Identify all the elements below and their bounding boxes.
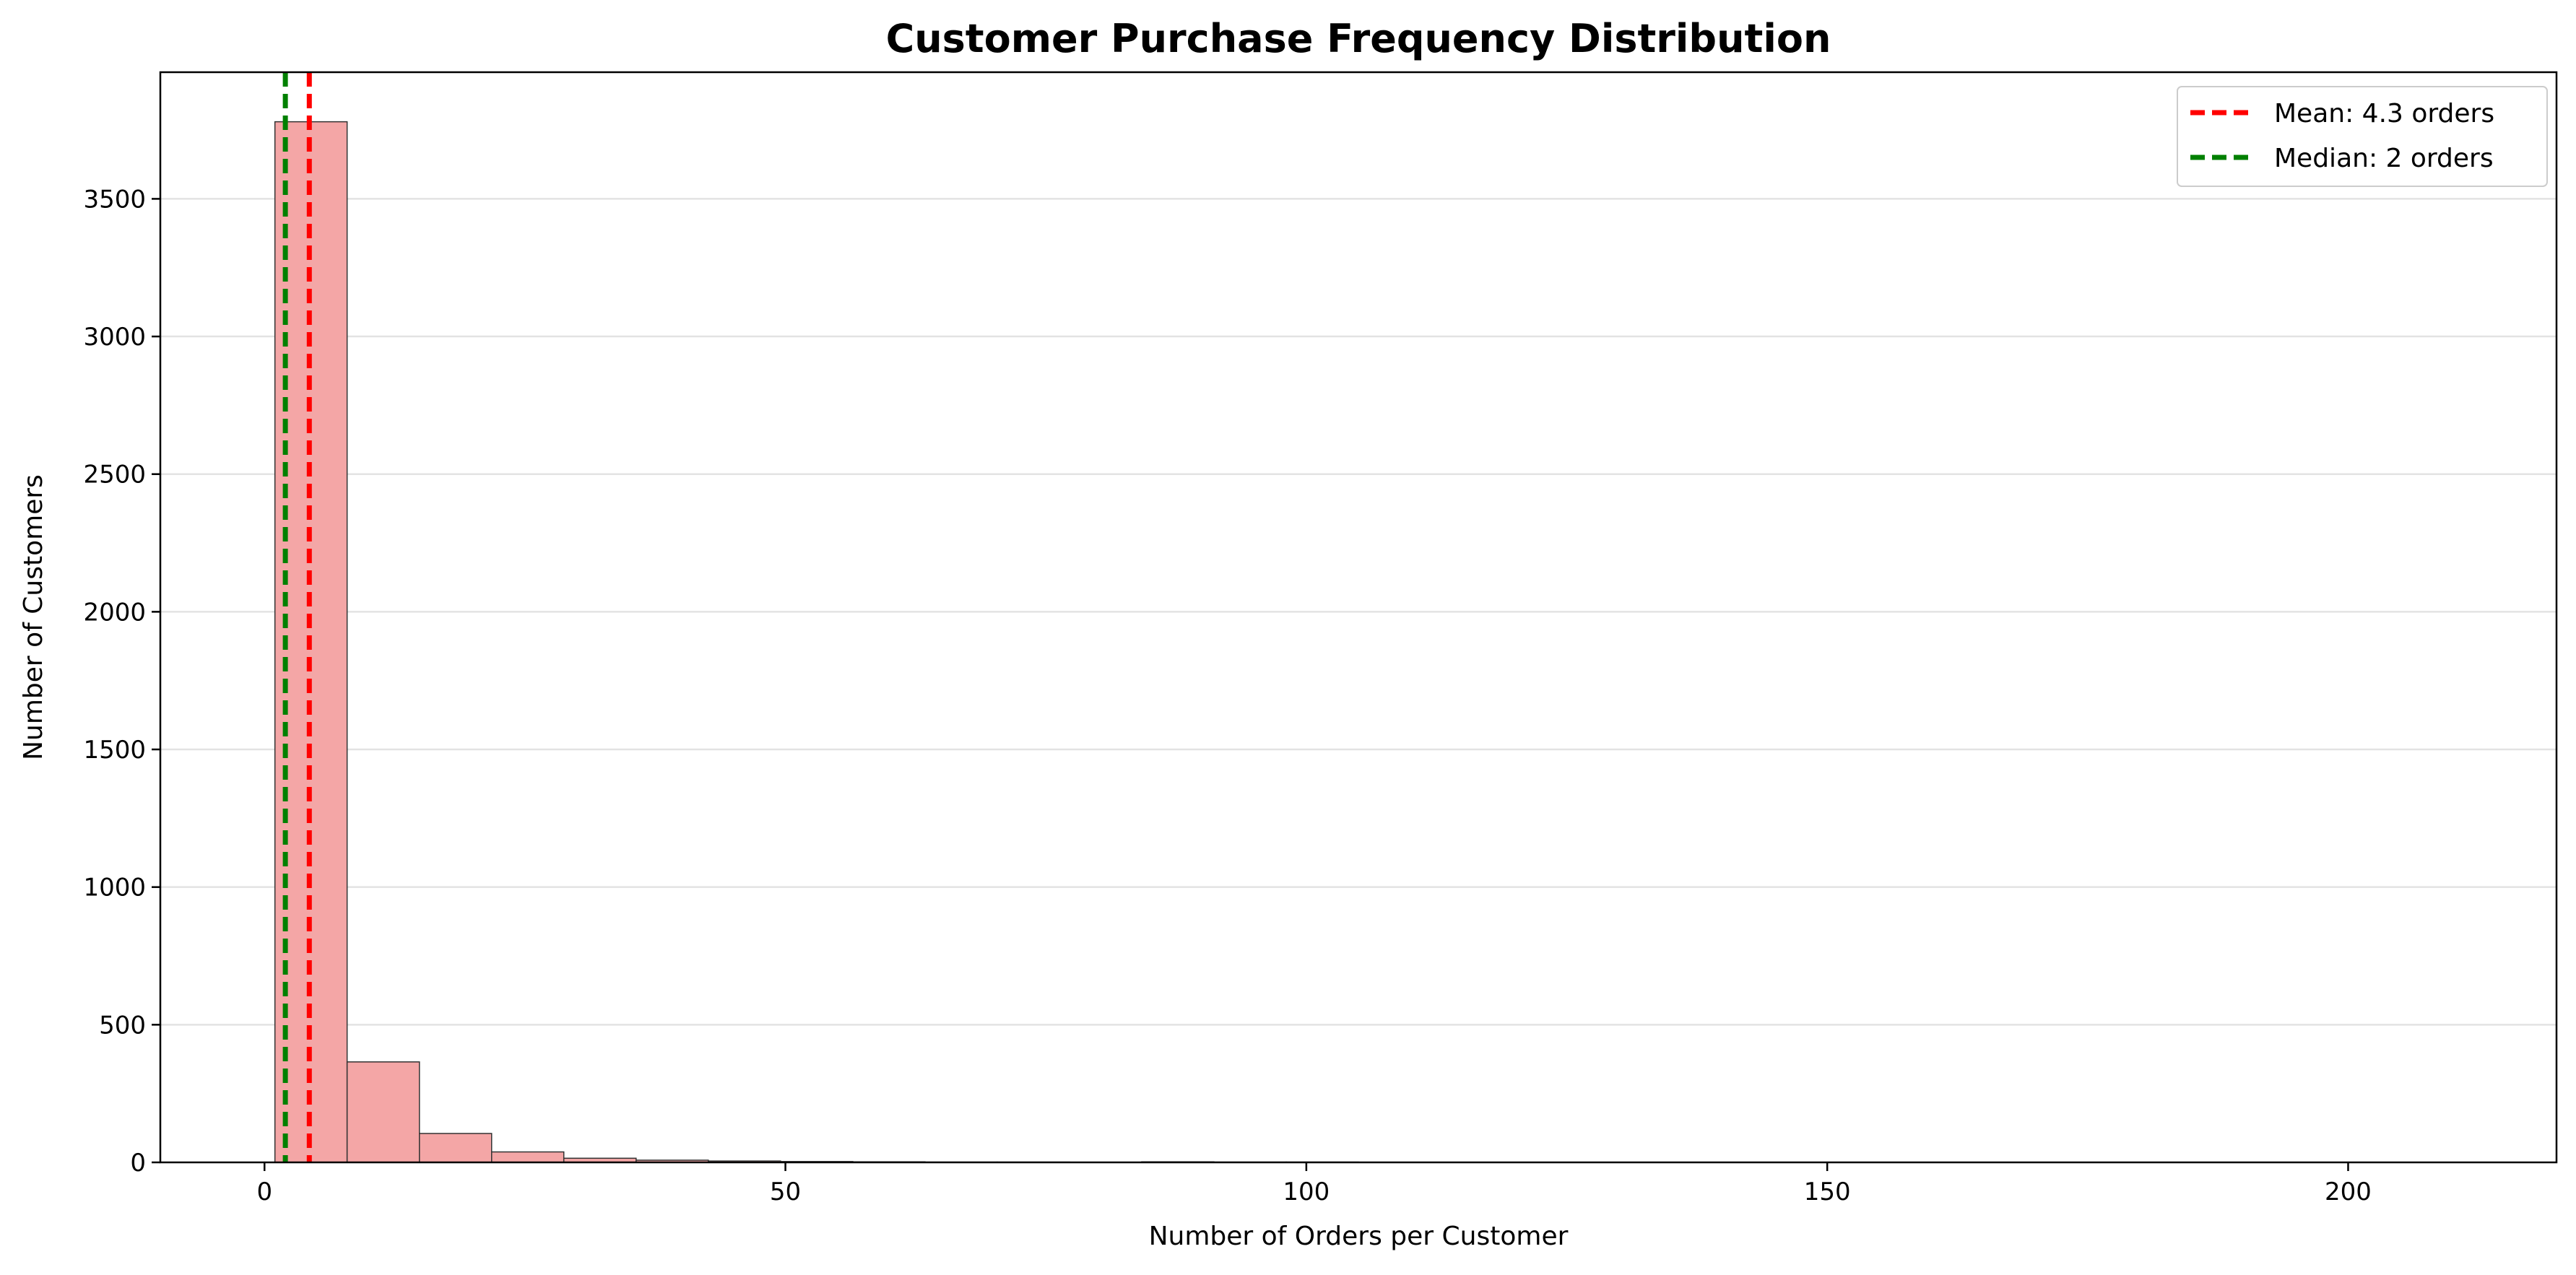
x-axis-title: Number of Orders per Customer xyxy=(1149,1222,1569,1251)
grid-lines xyxy=(160,198,2557,1026)
plot-frame xyxy=(159,71,2558,1164)
x-tick-label: 100 xyxy=(1283,1178,1330,1206)
y-tick-label: 0 xyxy=(130,1149,146,1178)
legend: Mean: 4.3 orders Median: 2 orders xyxy=(2177,86,2548,187)
y-tick-label: 2500 xyxy=(83,461,146,489)
histogram-bars xyxy=(274,121,1359,1163)
reference-lines xyxy=(282,72,312,1162)
legend-label-median: Median: 2 orders xyxy=(2274,144,2494,173)
histogram-bar xyxy=(490,1151,565,1163)
y-axis-title: Number of Customers xyxy=(19,474,48,760)
chart-title: Customer Purchase Frequency Distribution xyxy=(886,16,1831,61)
x-tick-label: 50 xyxy=(770,1178,801,1206)
y-tick-label: 3000 xyxy=(83,323,146,352)
histogram-bar xyxy=(419,1133,493,1163)
x-tick-label: 200 xyxy=(2325,1178,2372,1206)
y-axis-ticks: 0 500 1000 1500 2000 2500 3000 3500 xyxy=(83,185,160,1178)
x-tick-label: 0 xyxy=(256,1178,272,1206)
y-tick-label: 2000 xyxy=(83,598,146,627)
legend-label-mean: Mean: 4.3 orders xyxy=(2274,99,2494,129)
x-tick-label: 150 xyxy=(1804,1178,1851,1206)
y-tick-label: 3500 xyxy=(83,185,146,214)
histogram-bar xyxy=(346,1061,420,1163)
x-axis-ticks: 0 50 100 150 200 xyxy=(256,1162,2372,1206)
legend-box xyxy=(2177,86,2548,187)
y-tick-label: 1000 xyxy=(83,874,146,902)
y-tick-label: 500 xyxy=(99,1011,146,1040)
y-tick-label: 1500 xyxy=(83,736,146,765)
